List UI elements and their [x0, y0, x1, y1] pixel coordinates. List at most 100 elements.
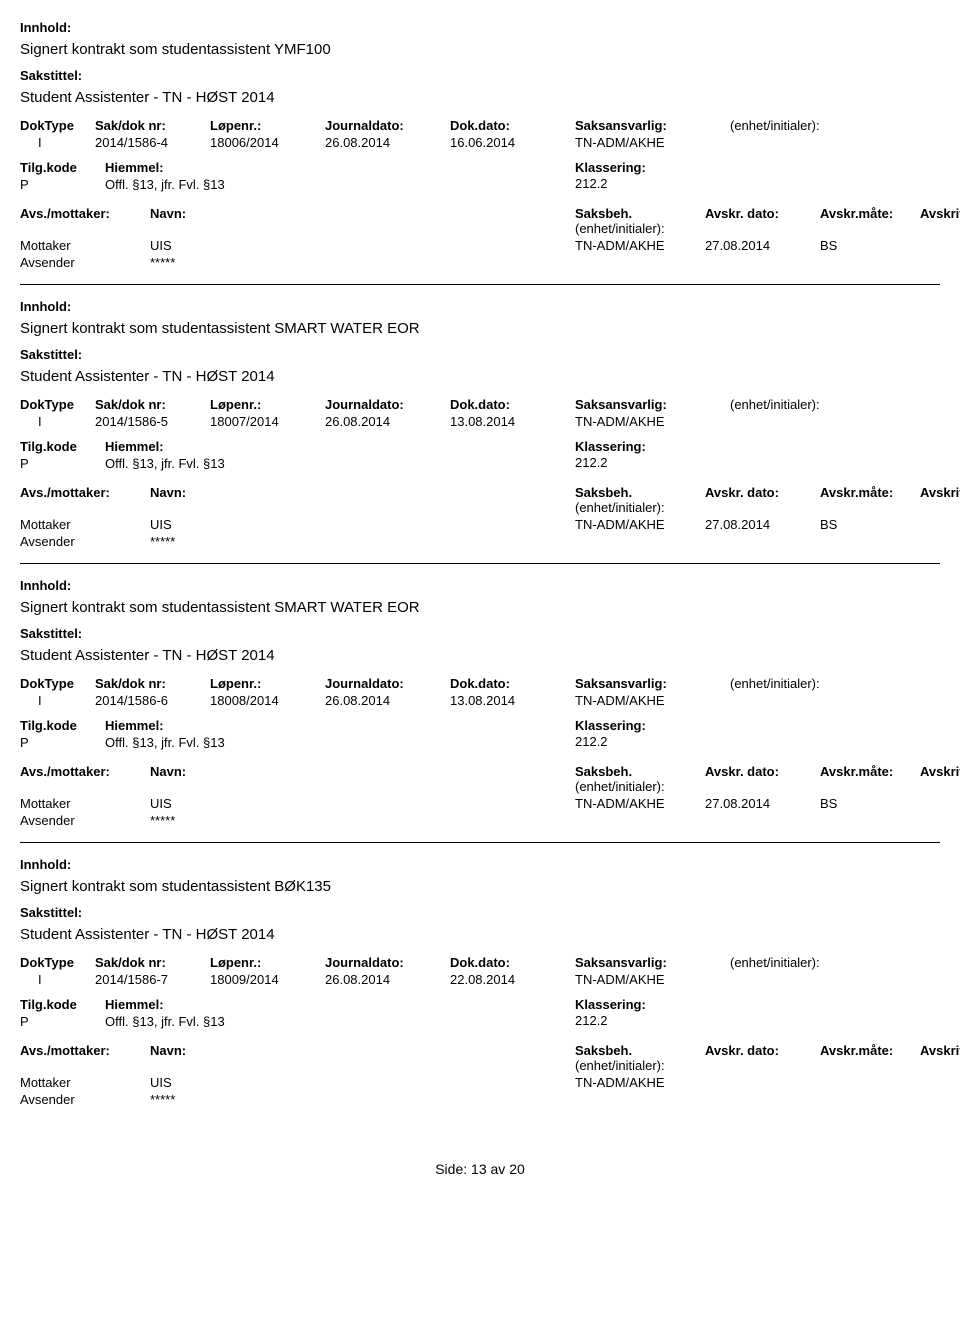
doktype-label: DokType [20, 676, 95, 691]
avskrmate-label: Avskr.måte: [820, 206, 920, 236]
sakdoknr-value: 2014/1586-7 [95, 972, 210, 987]
lopenr-value: 18006/2014 [210, 135, 325, 150]
avsender-navn: ***** [150, 534, 575, 549]
navn-label: Navn: [150, 485, 575, 515]
saksbeh-label: Saksbeh. [575, 764, 632, 779]
mottaker-role: Mottaker [20, 238, 150, 253]
sakstittel-value: Student Assistenter - TN - HØST 2014 [20, 89, 940, 106]
metadata-header-row: DokType Sak/dok nr: Løpenr.: Journaldato… [20, 676, 940, 691]
sakdoknr-label: Sak/dok nr: [95, 118, 210, 133]
saksbeh-value: TN-ADM/AKHE [575, 517, 705, 532]
mottaker-role: Mottaker [20, 517, 150, 532]
klassering-value: 212.2 [575, 455, 608, 470]
tilgkode-label: Tilg.kode [20, 718, 105, 733]
avsender-row: Avsender ***** [20, 534, 940, 549]
tilgkode-value: P [20, 177, 105, 192]
avsender-role: Avsender [20, 1092, 150, 1107]
journaldato-label: Journaldato: [325, 397, 450, 412]
avskrdato-label: Avskr. dato: [705, 485, 820, 515]
lopenr-value: 18008/2014 [210, 693, 325, 708]
side-label: Side: [435, 1161, 467, 1177]
journaldato-label: Journaldato: [325, 118, 450, 133]
saksbeh-label: Saksbeh. [575, 1043, 632, 1058]
mottaker-navn: UIS [150, 796, 575, 811]
saksansvarlig-value: TN-ADM/AKHE [575, 972, 730, 987]
innhold-value: Signert kontrakt som studentassistent BØ… [20, 878, 940, 895]
sakdoknr-label: Sak/dok nr: [95, 676, 210, 691]
hjemmel-label: Hiemmel: [105, 997, 505, 1012]
hjemmel-row: Tilg.kode Hiemmel: Klassering: P Offl. §… [20, 718, 940, 750]
enhet-init-label: (enhet/initialer): [730, 397, 910, 412]
saksansvarlig-value: TN-ADM/AKHE [575, 693, 730, 708]
tilgkode-value: P [20, 1014, 105, 1029]
innhold-label: Innhold: [20, 20, 940, 35]
avskrivlnr-label: Avskriv lnr.: [920, 1043, 960, 1073]
avsmottaker-label: Avs./mottaker: [20, 485, 150, 515]
journal-entry: Innhold: Signert kontrakt som studentass… [20, 568, 940, 843]
hjemmel-row: Tilg.kode Hiemmel: Klassering: P Offl. §… [20, 997, 940, 1029]
avsender-row: Avsender ***** [20, 255, 940, 270]
avsender-role: Avsender [20, 813, 150, 828]
avsender-navn: ***** [150, 813, 575, 828]
avsender-navn: ***** [150, 1092, 575, 1107]
sakdoknr-value: 2014/1586-5 [95, 414, 210, 429]
dokdato-value: 16.06.2014 [450, 135, 575, 150]
saksbeh-enhet-label: (enhet/initialer): [575, 779, 665, 794]
mottaker-header-row: Avs./mottaker: Navn: Saksbeh. (enhet/ini… [20, 206, 940, 236]
mottaker-value-row: Mottaker UIS TN-ADM/AKHE [20, 1075, 940, 1090]
saksbeh-enhet-label: (enhet/initialer): [575, 1058, 665, 1073]
sakstittel-label: Sakstittel: [20, 905, 940, 920]
innhold-value: Signert kontrakt som studentassistent YM… [20, 41, 940, 58]
dokdato-value: 22.08.2014 [450, 972, 575, 987]
avskrivlnr-label: Avskriv lnr.: [920, 485, 960, 515]
enhet-init-label: (enhet/initialer): [730, 118, 910, 133]
hjemmel-value: Offl. §13, jfr. Fvl. §13 [105, 1014, 505, 1029]
saksansvarlig-label: Saksansvarlig: [575, 676, 730, 691]
saksbeh-enhet-label: (enhet/initialer): [575, 221, 665, 236]
avskrdato-value: 27.08.2014 [705, 238, 820, 253]
saksansvarlig-label: Saksansvarlig: [575, 955, 730, 970]
dokdato-value: 13.08.2014 [450, 693, 575, 708]
saksbeh-label: Saksbeh. [575, 485, 632, 500]
sakstittel-label: Sakstittel: [20, 68, 940, 83]
metadata-value-row: I 2014/1586-4 18006/2014 26.08.2014 16.0… [20, 135, 940, 150]
mottaker-role: Mottaker [20, 1075, 150, 1090]
metadata-value-row: I 2014/1586-6 18008/2014 26.08.2014 13.0… [20, 693, 940, 708]
avskrdato-label: Avskr. dato: [705, 206, 820, 236]
page-total: 20 [509, 1161, 525, 1177]
doktype-label: DokType [20, 118, 95, 133]
mottaker-header-row: Avs./mottaker: Navn: Saksbeh. (enhet/ini… [20, 485, 940, 515]
journaldato-value: 26.08.2014 [325, 693, 450, 708]
saksbeh-combo: Saksbeh. (enhet/initialer): [575, 206, 705, 236]
mottaker-value-row: Mottaker UIS TN-ADM/AKHE 27.08.2014 BS [20, 238, 940, 253]
avskrdato-label: Avskr. dato: [705, 764, 820, 794]
sakstittel-value: Student Assistenter - TN - HØST 2014 [20, 926, 940, 943]
mottaker-header-row: Avs./mottaker: Navn: Saksbeh. (enhet/ini… [20, 1043, 940, 1073]
klassering-value: 212.2 [575, 734, 608, 749]
hjemmel-row: Tilg.kode Hiemmel: Klassering: P Offl. §… [20, 439, 940, 471]
tilgkode-value: P [20, 735, 105, 750]
page-current: 13 [471, 1161, 487, 1177]
avskrmate-label: Avskr.måte: [820, 485, 920, 515]
lopenr-value: 18007/2014 [210, 414, 325, 429]
journaldato-value: 26.08.2014 [325, 135, 450, 150]
lopenr-label: Løpenr.: [210, 118, 325, 133]
dokdato-label: Dok.dato: [450, 676, 575, 691]
saksansvarlig-label: Saksansvarlig: [575, 397, 730, 412]
metadata-header-row: DokType Sak/dok nr: Løpenr.: Journaldato… [20, 955, 940, 970]
hjemmel-label: Hiemmel: [105, 718, 505, 733]
tilgkode-label: Tilg.kode [20, 439, 105, 454]
page-footer: Side: 13 av 20 [20, 1161, 940, 1177]
saksansvarlig-value: TN-ADM/AKHE [575, 135, 730, 150]
avskrdato-value [705, 1075, 820, 1090]
hjemmel-label: Hiemmel: [105, 160, 505, 175]
doktype-value: I [20, 414, 95, 429]
sakstittel-label: Sakstittel: [20, 347, 940, 362]
hjemmel-value: Offl. §13, jfr. Fvl. §13 [105, 456, 505, 471]
tilgkode-label: Tilg.kode [20, 160, 105, 175]
dokdato-label: Dok.dato: [450, 955, 575, 970]
avsmottaker-label: Avs./mottaker: [20, 206, 150, 236]
journal-entry: Innhold: Signert kontrakt som studentass… [20, 289, 940, 564]
avsender-navn: ***** [150, 255, 575, 270]
saksansvarlig-label: Saksansvarlig: [575, 118, 730, 133]
